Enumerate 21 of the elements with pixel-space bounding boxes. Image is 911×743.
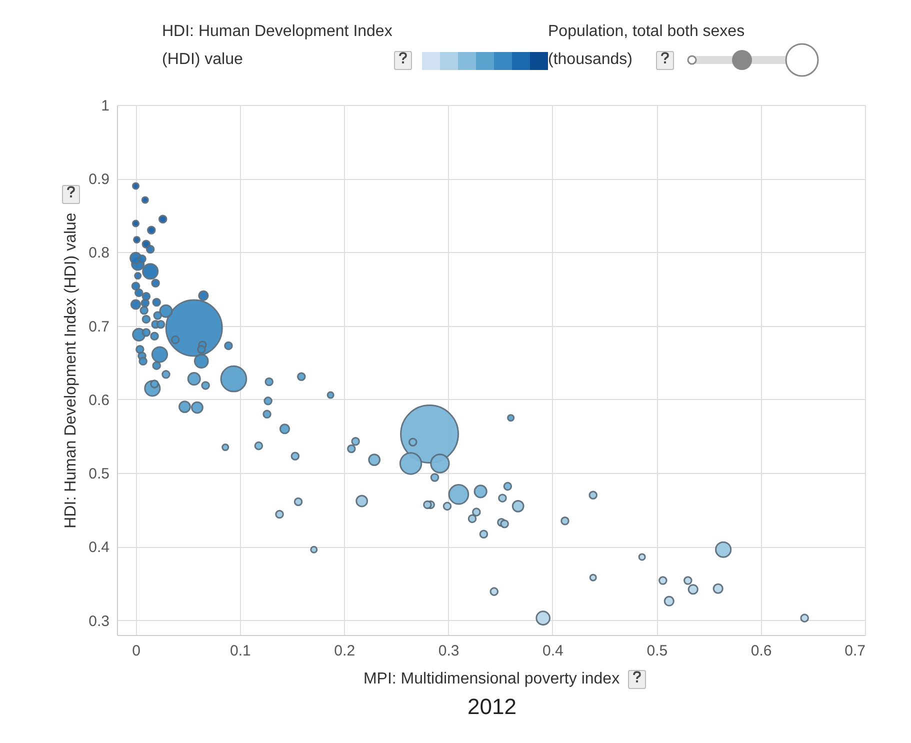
x-tick-label: 0 (132, 642, 140, 660)
y-axis-title: HDI: Human Development Index (HDI) value (62, 212, 80, 528)
y-tick-label: 0.3 (88, 612, 110, 630)
x-tick-label: 0.7 (844, 642, 866, 660)
x-tick-label: 0.6 (750, 642, 772, 660)
color-bar-title: HDI: Human Development Index (HDI) value (162, 23, 392, 68)
x-tick-label: 0.3 (438, 642, 460, 660)
x-tick-label: 0.4 (542, 642, 564, 660)
text: 2012 (468, 694, 516, 720)
y-tick-label: 0.8 (88, 244, 110, 262)
x-tick-label: 0.5 (646, 642, 668, 660)
x-tick-label: 0.2 (334, 642, 356, 660)
y-tick-label: 0.6 (88, 392, 110, 409)
x-tick-label: 0.1 (230, 642, 251, 660)
y-tick-label: 1 (101, 98, 110, 114)
y-tick-label: 0.9 (88, 171, 110, 188)
y-tick-label: 0.4 (88, 539, 110, 556)
y-tick-label: 0.7 (88, 318, 110, 336)
x-axis-title: MPI: Multidimensional poverty index (363, 670, 620, 688)
legend-title: Population, total both sexes (thousands) (548, 22, 746, 70)
y-tick-label: 0.5 (88, 466, 110, 483)
